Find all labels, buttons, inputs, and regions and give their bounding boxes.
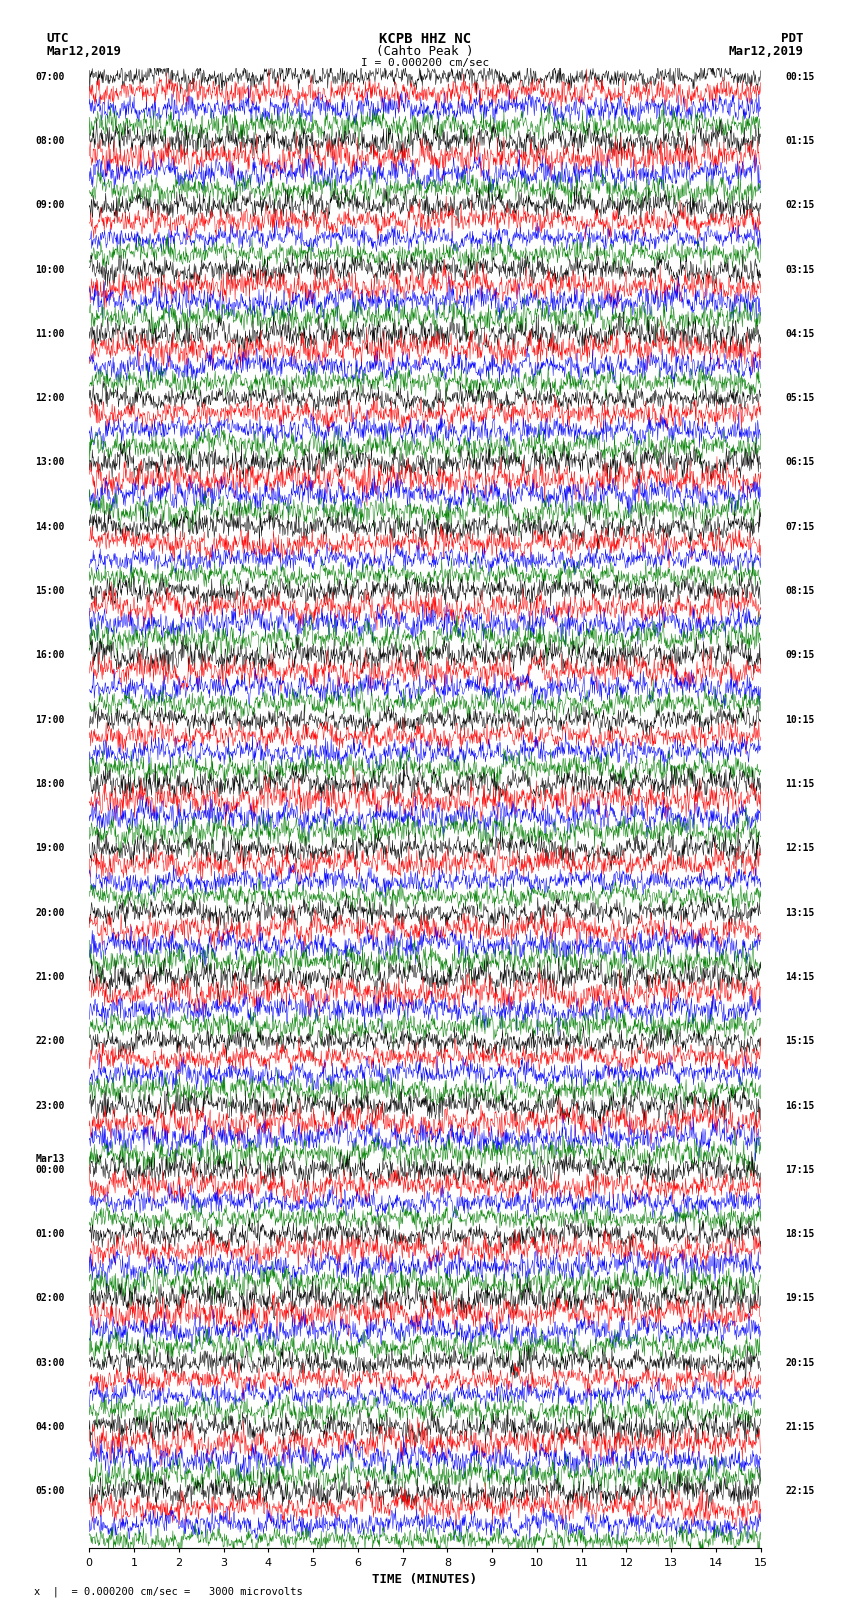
Text: 22:00: 22:00 (35, 1036, 65, 1047)
Text: 16:00: 16:00 (35, 650, 65, 660)
Text: (Cahto Peak ): (Cahto Peak ) (377, 45, 473, 58)
Text: 09:00: 09:00 (35, 200, 65, 210)
Text: 18:00: 18:00 (35, 779, 65, 789)
Text: 21:00: 21:00 (35, 973, 65, 982)
Text: 17:15: 17:15 (785, 1165, 815, 1174)
Text: 03:15: 03:15 (785, 265, 815, 274)
Text: 16:15: 16:15 (785, 1100, 815, 1110)
Text: 05:15: 05:15 (785, 394, 815, 403)
Text: 15:15: 15:15 (785, 1036, 815, 1047)
Text: 19:15: 19:15 (785, 1294, 815, 1303)
Text: 14:00: 14:00 (35, 521, 65, 532)
Text: 12:15: 12:15 (785, 844, 815, 853)
Text: 06:15: 06:15 (785, 458, 815, 468)
Text: 09:15: 09:15 (785, 650, 815, 660)
Text: 22:15: 22:15 (785, 1487, 815, 1497)
Text: Mar13: Mar13 (35, 1153, 65, 1163)
Text: Mar12,2019: Mar12,2019 (47, 45, 122, 58)
Text: 05:00: 05:00 (35, 1487, 65, 1497)
Text: 13:15: 13:15 (785, 908, 815, 918)
Text: I = 0.000200 cm/sec: I = 0.000200 cm/sec (361, 58, 489, 68)
Text: 01:00: 01:00 (35, 1229, 65, 1239)
Text: 10:00: 10:00 (35, 265, 65, 274)
Text: 00:15: 00:15 (785, 71, 815, 82)
Text: 18:15: 18:15 (785, 1229, 815, 1239)
Text: 11:15: 11:15 (785, 779, 815, 789)
X-axis label: TIME (MINUTES): TIME (MINUTES) (372, 1573, 478, 1586)
Text: 19:00: 19:00 (35, 844, 65, 853)
Text: UTC: UTC (47, 32, 69, 45)
Text: 17:00: 17:00 (35, 715, 65, 724)
Text: 07:00: 07:00 (35, 71, 65, 82)
Text: 08:15: 08:15 (785, 586, 815, 597)
Text: 00:00: 00:00 (35, 1165, 65, 1174)
Text: x  |  = 0.000200 cm/sec =   3000 microvolts: x | = 0.000200 cm/sec = 3000 microvolts (34, 1586, 303, 1597)
Text: 10:15: 10:15 (785, 715, 815, 724)
Text: 08:00: 08:00 (35, 135, 65, 145)
Text: 20:00: 20:00 (35, 908, 65, 918)
Text: 07:15: 07:15 (785, 521, 815, 532)
Text: 14:15: 14:15 (785, 973, 815, 982)
Text: Mar12,2019: Mar12,2019 (728, 45, 803, 58)
Text: 23:00: 23:00 (35, 1100, 65, 1110)
Text: 02:15: 02:15 (785, 200, 815, 210)
Text: 04:15: 04:15 (785, 329, 815, 339)
Text: 03:00: 03:00 (35, 1358, 65, 1368)
Text: 21:15: 21:15 (785, 1423, 815, 1432)
Text: 20:15: 20:15 (785, 1358, 815, 1368)
Text: 13:00: 13:00 (35, 458, 65, 468)
Text: 01:15: 01:15 (785, 135, 815, 145)
Text: PDT: PDT (781, 32, 803, 45)
Text: 02:00: 02:00 (35, 1294, 65, 1303)
Text: KCPB HHZ NC: KCPB HHZ NC (379, 32, 471, 47)
Text: 12:00: 12:00 (35, 394, 65, 403)
Text: 11:00: 11:00 (35, 329, 65, 339)
Text: 15:00: 15:00 (35, 586, 65, 597)
Text: 04:00: 04:00 (35, 1423, 65, 1432)
